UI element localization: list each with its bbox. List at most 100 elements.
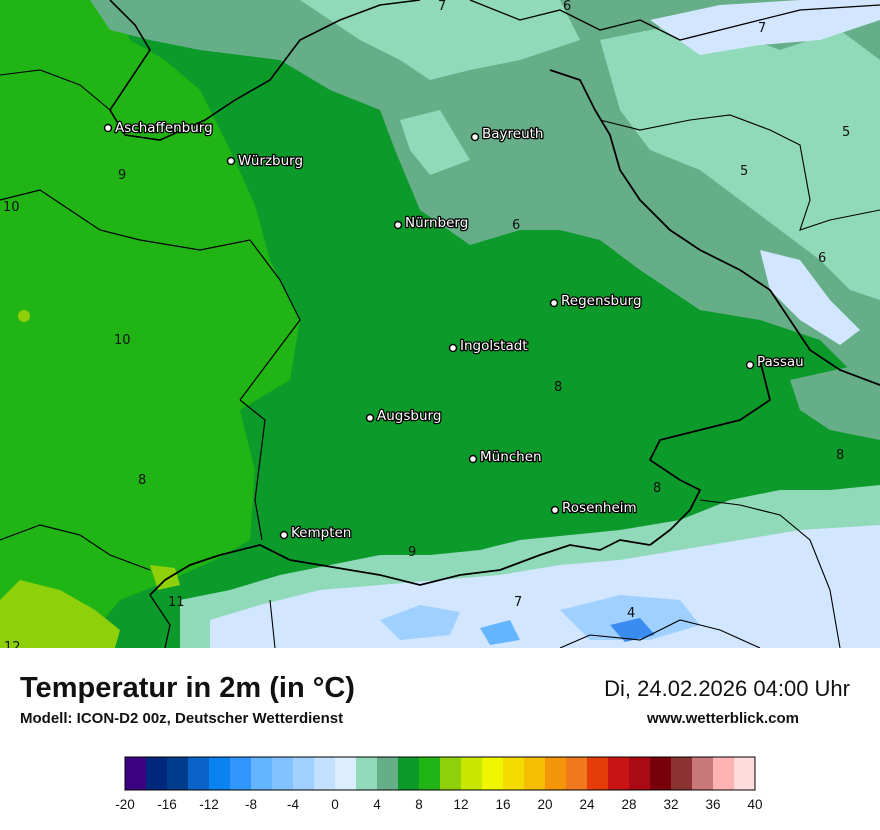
zone-10-12-spot	[18, 310, 30, 322]
isoline-label: 4	[627, 606, 635, 621]
legend-swatch	[272, 757, 294, 790]
legend-swatch	[146, 757, 168, 790]
legend-swatch	[230, 757, 252, 790]
legend-swatch	[503, 757, 525, 790]
border-hesse-north	[0, 69, 111, 111]
legend-frame	[124, 756, 756, 791]
model-info: Modell: ICON-D2 00z, Deutscher Wetterdie…	[20, 710, 344, 727]
city-label: Passau	[757, 354, 804, 370]
isoline-label: 8	[138, 473, 146, 488]
legend-swatch	[587, 757, 609, 790]
zone-2-4-northeast	[600, 20, 880, 300]
website-link[interactable]: www.wetterblick.com	[647, 710, 799, 727]
isoline-label: 11	[168, 595, 185, 610]
legend-tick-label: -8	[245, 797, 257, 812]
legend-tick-label: 12	[453, 797, 468, 812]
city-passau: Passau	[745, 353, 805, 371]
legend-tick-label: -16	[157, 797, 177, 812]
legend-swatch	[398, 757, 420, 790]
city-label: Würzburg	[238, 153, 303, 169]
border-saxony	[469, 0, 880, 41]
border-vorarlberg	[269, 599, 276, 648]
isoline-label: 12	[4, 640, 21, 648]
city-label: Kempten	[291, 525, 351, 541]
legend-tick-label: 0	[331, 797, 339, 812]
legend-swatch	[377, 757, 399, 790]
legend-swatch	[293, 757, 315, 790]
isoline-label: 9	[118, 168, 126, 183]
border-north	[109, 0, 421, 141]
zone-minus-alps-1	[380, 605, 460, 640]
legend-tick-label: -4	[287, 797, 299, 812]
zone-0-2-alps	[210, 525, 880, 648]
legend-swatch	[713, 757, 735, 790]
zone-0-2-east	[760, 250, 860, 345]
isoline-label: 6	[818, 251, 826, 266]
city-label: Aschaffenburg	[115, 120, 213, 136]
legend-tick-label: -12	[199, 797, 219, 812]
legend-swatch	[650, 757, 672, 790]
border-austria-south	[149, 539, 651, 596]
legend-tick-label: 28	[621, 797, 636, 812]
legend-swatch	[419, 757, 441, 790]
legend-swatch	[524, 757, 546, 790]
isoline-label: 7	[438, 0, 446, 14]
legend-swatch	[251, 757, 273, 790]
legend-swatch	[335, 757, 357, 790]
isoline-label: 8	[836, 448, 844, 463]
zone-10-12-sw	[0, 580, 120, 648]
isoline-label: 5	[842, 125, 850, 140]
zone-minus-alps-2	[560, 595, 700, 640]
legend-swatch	[167, 757, 189, 790]
isoline-label: 7	[758, 21, 766, 36]
city-kempten: Kempten	[279, 524, 353, 542]
legend-ticks: -20 -16 -12 -8 -4 0 4 8 12 16 20 24 28 32 36 40	[115, 797, 762, 812]
map-canvas: Aschaffenburg Würzburg Bayreuth Nürnberg…	[0, 0, 880, 648]
zone-minus-alps-3	[610, 618, 655, 642]
legend-swatch	[629, 757, 651, 790]
city-label: München	[480, 449, 542, 465]
isoline-label: 10	[3, 200, 20, 215]
isoline-label: 8	[554, 380, 562, 395]
isoline-label: 6	[563, 0, 571, 14]
temperature-map: Aschaffenburg Würzburg Bayreuth Nürnberg…	[0, 0, 880, 648]
legend-swatches	[125, 757, 756, 790]
border-bw	[239, 399, 266, 541]
city-bayreuth: Bayreuth	[470, 125, 545, 143]
legend-tick-label: 4	[373, 797, 381, 812]
city-aschaffenburg: Aschaffenburg	[103, 119, 214, 137]
legend-tick-label: 20	[537, 797, 552, 812]
legend-tick-label: -20	[115, 797, 135, 812]
city-label: Augsburg	[377, 408, 441, 424]
city-nuernberg: Nürnberg	[393, 214, 470, 232]
zone-2-4-bayreuth	[400, 110, 470, 175]
border-czech-inner	[599, 114, 880, 231]
legend-swatch	[209, 757, 231, 790]
legend-swatch	[482, 757, 504, 790]
city-label: Ingolstadt	[460, 338, 528, 354]
legend-tick-label: 24	[579, 797, 595, 812]
zone-10-12-lake	[150, 565, 180, 590]
legend-swatch	[734, 757, 756, 790]
legend-swatch	[566, 757, 588, 790]
zone-4-6-passau	[790, 360, 880, 440]
border-hesse	[0, 189, 201, 251]
legend-swatch	[692, 757, 714, 790]
map-title: Temperatur in 2m (in °C)	[20, 672, 355, 704]
city-label: Bayreuth	[482, 126, 544, 142]
legend-swatch	[671, 757, 693, 790]
legend-tick-label: 36	[705, 797, 720, 812]
legend-tick-label: 32	[663, 797, 678, 812]
city-ingolstadt: Ingolstadt	[448, 337, 529, 355]
legend-swatch	[461, 757, 483, 790]
zone-2-4-north	[300, 0, 580, 80]
legend-swatch	[608, 757, 630, 790]
isoline-label: 8	[653, 481, 661, 496]
legend-swatch	[314, 757, 336, 790]
legend-swatch	[188, 757, 210, 790]
city-label: Nürnberg	[405, 215, 468, 231]
city-label: Rosenheim	[562, 500, 637, 516]
zone-0-2-north	[650, 0, 880, 55]
isoline-label: 7	[514, 595, 522, 610]
legend-swatch	[356, 757, 378, 790]
